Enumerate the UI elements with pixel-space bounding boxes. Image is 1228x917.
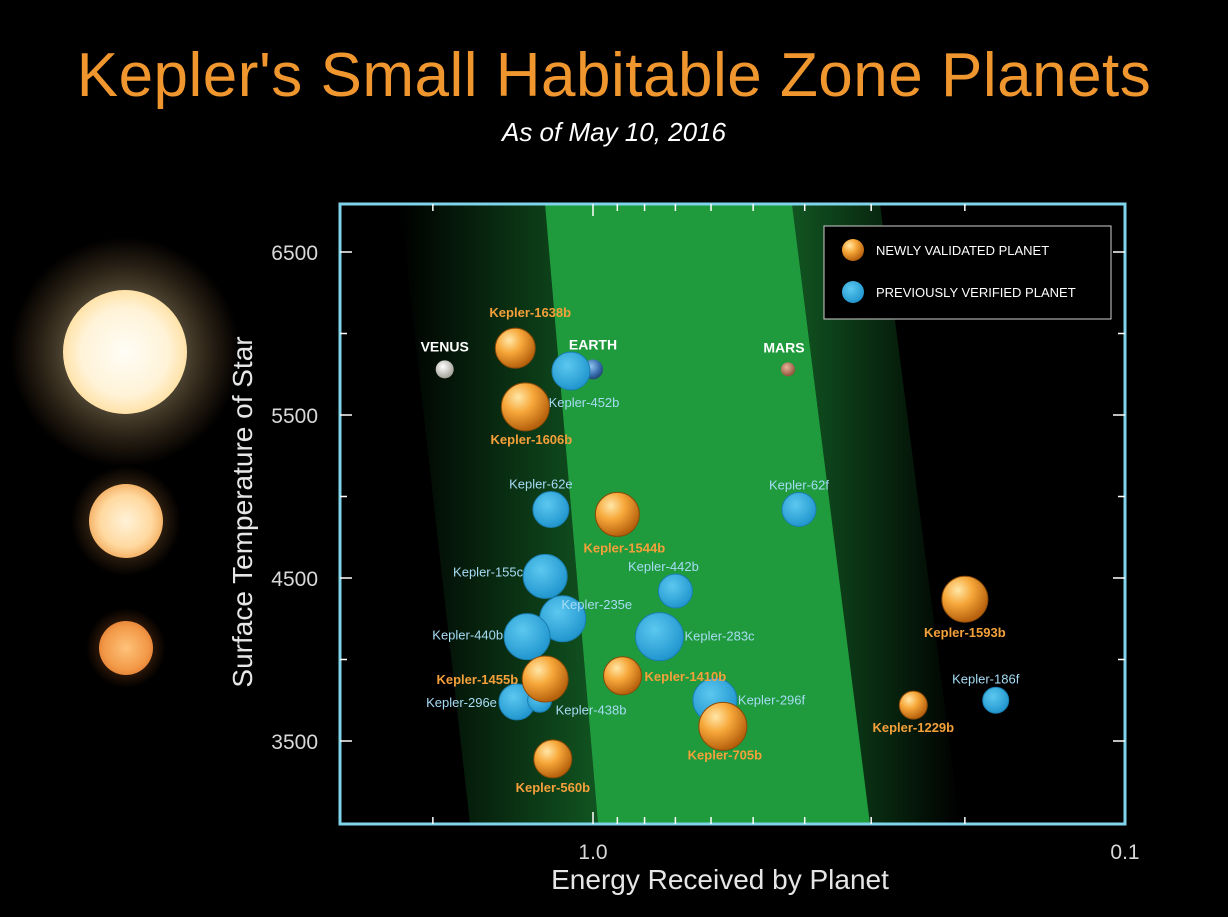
y-tick-label: 4500 (271, 568, 318, 591)
planet-marker-kepler-62f (781, 492, 817, 528)
legend-previously-label: PREVIOUSLY VERIFIED PLANET (876, 285, 1076, 300)
solar-label-venus: VENUS (421, 338, 469, 354)
venus-icon (435, 360, 454, 379)
legend: NEWLY VALIDATED PLANET PREVIOUSLY VERIFI… (823, 225, 1112, 320)
planet-label-kepler-560b: Kepler-560b (516, 780, 590, 795)
axis-ticks (340, 204, 1125, 824)
y-tick-labels: 6500 5500 4500 3500 (271, 242, 318, 754)
planet-marker-kepler-1593b (941, 575, 989, 623)
star-small-core-icon (99, 621, 153, 675)
legend-previously-marker (842, 281, 864, 303)
planet-label-kepler-1410b: Kepler-1410b (645, 669, 727, 684)
planet-label-kepler-1638b: Kepler-1638b (489, 305, 571, 320)
planet-label-kepler-452b: Kepler-452b (549, 395, 620, 410)
chart-title: Kepler's Small Habitable Zone Planets (76, 41, 1152, 110)
planet-label-kepler-235e: Kepler-235e (561, 597, 632, 612)
planet-label-kepler-296e: Kepler-296e (426, 695, 497, 710)
planet-marker-kepler-452b (551, 351, 591, 391)
x-axis-title: Energy Received by Planet (551, 864, 889, 895)
star-large-core-icon (63, 290, 187, 414)
planet-label-kepler-438b: Kepler-438b (556, 702, 627, 717)
planet-label-kepler-1229b: Kepler-1229b (872, 720, 954, 735)
plot-frame (338, 202, 1127, 826)
mars-icon (780, 362, 795, 377)
planet-marker-kepler-186f (982, 686, 1010, 714)
planet-marker-kepler-1638b (494, 327, 536, 369)
y-tick-label: 5500 (271, 405, 318, 428)
planet-label-kepler-62e: Kepler-62e (509, 477, 573, 492)
planet-marker-kepler-1606b (500, 382, 550, 432)
y-axis-title: Surface Temperature of Star (227, 336, 258, 687)
planet-marker-kepler-560b (533, 739, 573, 779)
star-medium-core-icon (89, 484, 163, 558)
legend-newly-label: NEWLY VALIDATED PLANET (876, 243, 1049, 258)
planet-label-kepler-440b: Kepler-440b (432, 628, 503, 643)
habitable-zone-outer-edge (792, 204, 960, 824)
planet-label-kepler-296f: Kepler-296f (738, 692, 806, 707)
star-illustrations (10, 237, 240, 688)
planet-marker-kepler-1544b (594, 491, 640, 537)
planet-marker-kepler-283c (634, 612, 684, 662)
x-tick-label: 0.1 (1110, 841, 1139, 864)
solar-label-earth: EARTH (569, 336, 617, 352)
chart-subtitle: As of May 10, 2016 (501, 117, 727, 147)
solar-system-planets: VENUS EARTH MARS (421, 336, 805, 380)
planet-marker-kepler-1410b (603, 656, 643, 696)
planet-label-kepler-186f: Kepler-186f (952, 671, 1020, 686)
planet-marker-kepler-62e (532, 491, 570, 529)
planet-label-kepler-705b: Kepler-705b (688, 747, 762, 762)
planet-label-kepler-1606b: Kepler-1606b (491, 432, 573, 447)
solar-label-mars: MARS (763, 339, 804, 355)
planet-label-kepler-62f: Kepler-62f (769, 478, 829, 493)
planet-label-kepler-442b: Kepler-442b (628, 559, 699, 574)
planet-marker-kepler-1229b (898, 690, 928, 720)
planet-label-kepler-1455b: Kepler-1455b (437, 672, 519, 687)
y-tick-label: 6500 (271, 242, 318, 265)
legend-box (823, 225, 1112, 320)
planet-label-kepler-1544b: Kepler-1544b (584, 540, 666, 555)
planet-label-kepler-1593b: Kepler-1593b (924, 625, 1006, 640)
planet-marker-kepler-705b (698, 701, 748, 751)
legend-newly-marker (842, 239, 864, 261)
planet-marker-kepler-440b (503, 613, 551, 661)
planet-marker-kepler-442b (657, 573, 693, 609)
planet-marker-kepler-155c (522, 553, 568, 599)
x-tick-label: 1.0 (578, 841, 607, 864)
planet-marker-kepler-1455b (521, 655, 569, 703)
y-tick-label: 3500 (271, 731, 318, 754)
planet-label-kepler-155c: Kepler-155c (453, 564, 524, 579)
x-tick-labels: 1.0 0.1 (578, 841, 1139, 864)
planet-points: Kepler-452b Kepler-62e Kepler-62f Kepler-15… (426, 305, 1020, 795)
planet-label-kepler-283c: Kepler-283c (684, 629, 755, 644)
